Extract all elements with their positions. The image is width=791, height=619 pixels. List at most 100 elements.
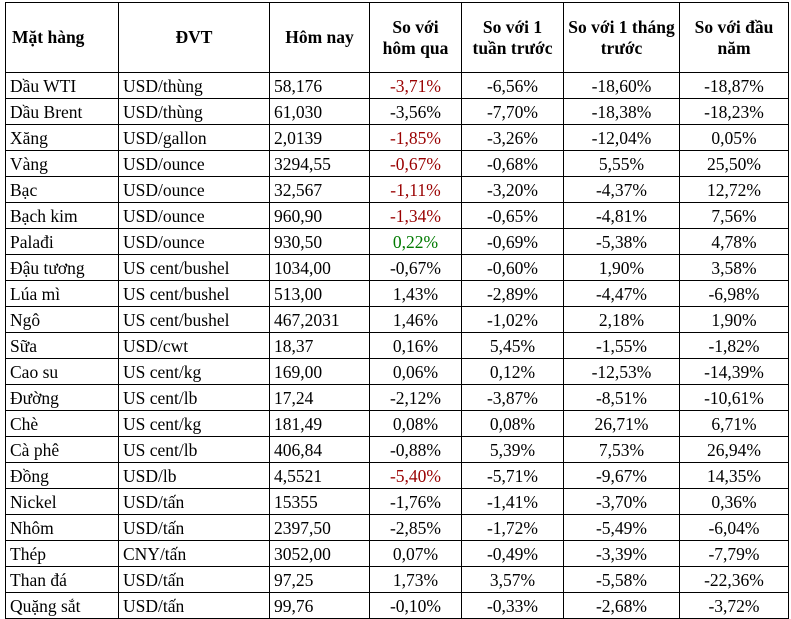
change-month-cell: -9,67%	[563, 462, 680, 489]
unit-cell: USD/ounce	[118, 176, 270, 203]
table-body: Dầu WTI USD/thùng 58,176 -3,71% -6,56% -18,60…	[5, 72, 789, 619]
unit-cell: USD/tấn	[118, 566, 270, 593]
change-ytd-cell: 7,56%	[679, 202, 789, 229]
change-yesterday-cell: -1,34%	[369, 202, 462, 229]
item-name-cell: Than đá	[5, 566, 119, 593]
change-ytd-cell: -6,98%	[679, 280, 789, 307]
unit-cell: USD/thùng	[118, 98, 270, 125]
change-week-cell: -3,20%	[461, 176, 564, 203]
table-row: Thép CNY/tấn 3052,00 0,07% -0,49% -3,39% -7,79…	[5, 540, 789, 567]
change-ytd-cell: 4,78%	[679, 228, 789, 255]
change-ytd-cell: -6,04%	[679, 514, 789, 541]
change-week-cell: 0,08%	[461, 410, 564, 437]
change-month-cell: 7,53%	[563, 436, 680, 463]
change-ytd-cell: 1,90%	[679, 306, 789, 333]
item-name-cell: Ngô	[5, 306, 119, 333]
change-week-cell: -0,65%	[461, 202, 564, 229]
today-price-cell: 61,030	[269, 98, 370, 125]
change-month-cell: -4,81%	[563, 202, 680, 229]
unit-cell: USD/tấn	[118, 488, 270, 515]
change-yesterday-cell: -2,85%	[369, 514, 462, 541]
change-month-cell: -8,51%	[563, 384, 680, 411]
table-row: Đậu tương US cent/bushel 1034,00 -0,67% -0,6…	[5, 254, 789, 281]
table-row: Vàng USD/ounce 3294,55 -0,67% -0,68% 5,55% 25,…	[5, 150, 789, 177]
change-yesterday-cell: 0,07%	[369, 540, 462, 567]
change-month-cell: -2,68%	[563, 592, 680, 619]
change-yesterday-cell: 0,16%	[369, 332, 462, 359]
item-name-cell: Cao su	[5, 358, 119, 385]
change-ytd-cell: 0,05%	[679, 124, 789, 151]
header-vs-week: So với 1 tuần trước	[461, 2, 564, 73]
change-week-cell: 5,45%	[461, 332, 564, 359]
unit-cell: USD/thùng	[118, 72, 270, 99]
header-item: Mặt hàng	[5, 2, 119, 73]
header-unit: ĐVT	[118, 2, 270, 73]
unit-cell: US cent/bushel	[118, 280, 270, 307]
change-month-cell: -4,47%	[563, 280, 680, 307]
today-price-cell: 4,5521	[269, 462, 370, 489]
today-price-cell: 169,00	[269, 358, 370, 385]
change-ytd-cell: -18,23%	[679, 98, 789, 125]
today-price-cell: 58,176	[269, 72, 370, 99]
change-week-cell: -2,89%	[461, 280, 564, 307]
table-row: Cà phê US cent/lb 406,84 -0,88% 5,39% 7,53% 26…	[5, 436, 789, 463]
today-price-cell: 3294,55	[269, 150, 370, 177]
change-ytd-cell: -14,39%	[679, 358, 789, 385]
header-vs-ytd: So với đầu năm	[679, 2, 789, 73]
table-row: Lúa mì US cent/bushel 513,00 1,43% -2,89% -4,…	[5, 280, 789, 307]
change-month-cell: 5,55%	[563, 150, 680, 177]
change-week-cell: -3,87%	[461, 384, 564, 411]
header-vs-month: So với 1 tháng trước	[563, 2, 680, 73]
today-price-cell: 467,2031	[269, 306, 370, 333]
today-price-cell: 32,567	[269, 176, 370, 203]
today-price-cell: 2,0139	[269, 124, 370, 151]
header-row: Mặt hàng ĐVT Hôm nay So với hôm qua So v…	[5, 2, 789, 73]
table-row: Cao su US cent/kg 169,00 0,06% 0,12% -12,53% -…	[5, 358, 789, 385]
change-ytd-cell: 26,94%	[679, 436, 789, 463]
today-price-cell: 1034,00	[269, 254, 370, 281]
change-week-cell: -1,02%	[461, 306, 564, 333]
change-ytd-cell: -7,79%	[679, 540, 789, 567]
table-row: Sữa USD/cwt 18,37 0,16% 5,45% -1,55% -1,82%	[5, 332, 789, 359]
item-name-cell: Bạc	[5, 176, 119, 203]
change-week-cell: -1,41%	[461, 488, 564, 515]
change-week-cell: -7,70%	[461, 98, 564, 125]
item-name-cell: Nhôm	[5, 514, 119, 541]
today-price-cell: 17,24	[269, 384, 370, 411]
change-week-cell: 3,57%	[461, 566, 564, 593]
commodity-price-table: Mặt hàng ĐVT Hôm nay So với hôm qua So v…	[5, 2, 789, 619]
unit-cell: US cent/bushel	[118, 254, 270, 281]
unit-cell: USD/tấn	[118, 514, 270, 541]
table-row: Đồng USD/lb 4,5521 -5,40% -5,71% -9,67% 14,35%	[5, 462, 789, 489]
change-month-cell: -12,04%	[563, 124, 680, 151]
change-month-cell: -5,38%	[563, 228, 680, 255]
change-ytd-cell: -18,87%	[679, 72, 789, 99]
table-row: Đường US cent/lb 17,24 -2,12% -3,87% -8,51% -1…	[5, 384, 789, 411]
unit-cell: US cent/lb	[118, 436, 270, 463]
today-price-cell: 99,76	[269, 592, 370, 619]
today-price-cell: 2397,50	[269, 514, 370, 541]
unit-cell: USD/cwt	[118, 332, 270, 359]
change-yesterday-cell: -0,67%	[369, 150, 462, 177]
change-yesterday-cell: -1,11%	[369, 176, 462, 203]
item-name-cell: Xăng	[5, 124, 119, 151]
today-price-cell: 18,37	[269, 332, 370, 359]
change-ytd-cell: -10,61%	[679, 384, 789, 411]
item-name-cell: Chè	[5, 410, 119, 437]
item-name-cell: Đường	[5, 384, 119, 411]
table-row: Xăng USD/gallon 2,0139 -1,85% -3,26% -12,04% 0…	[5, 124, 789, 151]
item-name-cell: Quặng sắt	[5, 592, 119, 619]
change-month-cell: 26,71%	[563, 410, 680, 437]
change-ytd-cell: -1,82%	[679, 332, 789, 359]
change-yesterday-cell: -0,10%	[369, 592, 462, 619]
change-month-cell: -5,49%	[563, 514, 680, 541]
item-name-cell: Lúa mì	[5, 280, 119, 307]
unit-cell: USD/tấn	[118, 592, 270, 619]
change-week-cell: -3,26%	[461, 124, 564, 151]
change-yesterday-cell: 1,73%	[369, 566, 462, 593]
change-ytd-cell: 0,36%	[679, 488, 789, 515]
change-ytd-cell: 6,71%	[679, 410, 789, 437]
header-today: Hôm nay	[269, 2, 370, 73]
change-month-cell: -3,39%	[563, 540, 680, 567]
change-month-cell: -1,55%	[563, 332, 680, 359]
